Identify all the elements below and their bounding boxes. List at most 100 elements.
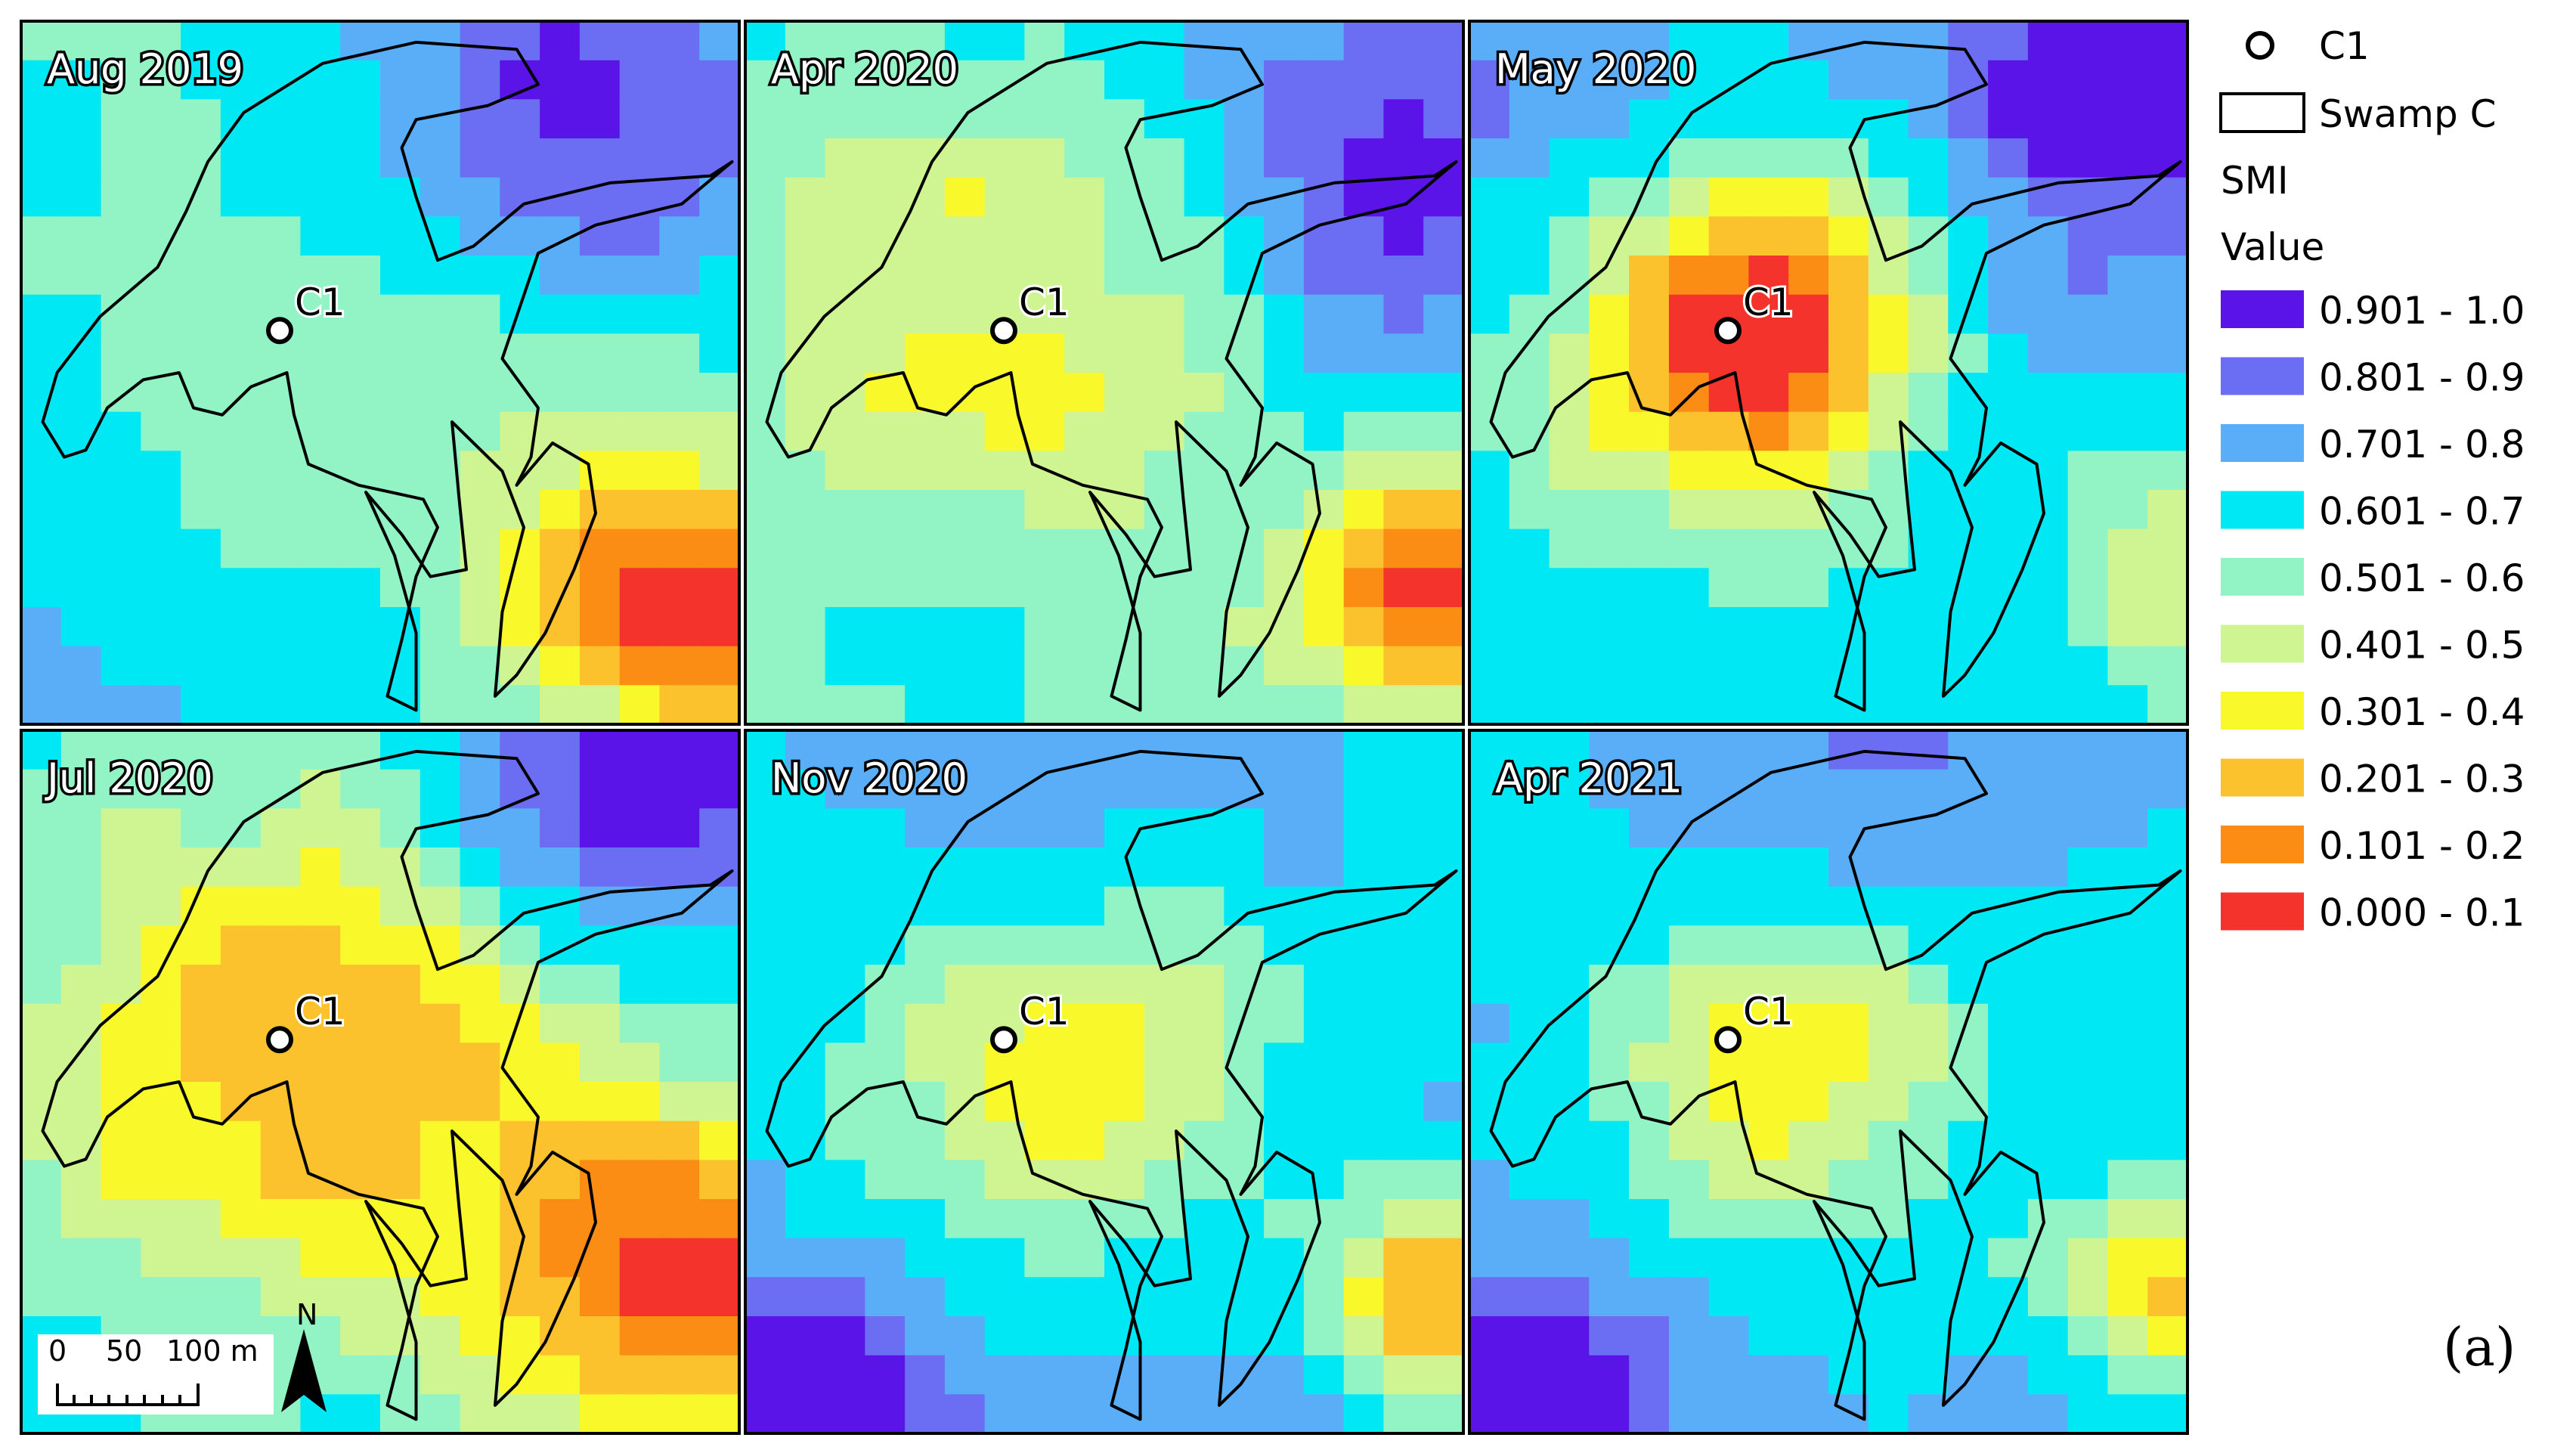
raster-cell (1064, 769, 1105, 809)
raster-cell (1788, 925, 1829, 965)
raster-cell (1509, 1277, 1550, 1317)
raster-cell (1948, 1082, 1989, 1122)
raster-cell (1908, 646, 1949, 686)
raster-cell (1788, 1316, 1829, 1356)
raster-cell (619, 1120, 661, 1160)
raster-cell (1708, 685, 1750, 725)
raster-cell (1708, 925, 1750, 965)
raster-cell (2147, 373, 2188, 413)
raster-cell (2067, 808, 2109, 848)
raster-cell (825, 216, 865, 256)
raster-cell (1629, 646, 1670, 686)
raster-cell (60, 886, 102, 926)
raster-cell (460, 1160, 500, 1200)
raster-cell (2067, 1120, 2109, 1160)
raster-cell (1988, 294, 2029, 334)
raster-cell (500, 925, 540, 965)
raster-cell (1343, 490, 1385, 530)
raster-cell (825, 333, 865, 373)
raster-cell (21, 965, 62, 1005)
raster-cell (1383, 294, 1424, 334)
raster-cell (944, 1355, 986, 1395)
raster-cell (579, 607, 621, 647)
raster-cell (1589, 411, 1630, 451)
raster-cell (745, 451, 786, 491)
raster-cell (1264, 1199, 1305, 1239)
raster-cell (1868, 256, 1909, 296)
raster-cell (1948, 99, 1989, 139)
raster-cell (1024, 21, 1065, 61)
raster-cell (1383, 808, 1424, 848)
raster-cell (699, 769, 740, 809)
raster-cell (2107, 769, 2148, 809)
raster-cell (1104, 685, 1145, 725)
raster-cell (659, 1277, 700, 1317)
raster-cell (984, 1355, 1026, 1395)
raster-cell (1828, 256, 1869, 296)
raster-cell (1224, 294, 1265, 334)
raster-cell (60, 1277, 102, 1317)
raster-cell (21, 411, 62, 451)
raster-cell (1828, 925, 1869, 965)
raster-cell (865, 685, 906, 725)
raster-cell (1184, 886, 1225, 926)
raster-cell (2027, 373, 2069, 413)
raster-cell (1988, 1355, 2029, 1395)
raster-cell (2027, 490, 2069, 530)
raster-cell (21, 730, 62, 770)
raster-cell (1343, 138, 1385, 178)
raster-cell (659, 808, 700, 848)
raster-cell (101, 808, 141, 848)
raster-cell (220, 730, 262, 770)
raster-cell (1668, 1277, 1710, 1317)
raster-cell (1708, 216, 1750, 256)
raster-cell (1343, 925, 1385, 965)
legend: C1 Swamp C SMI Value 0.901 - 1.00.801 - … (2219, 24, 2525, 935)
raster-cell (1589, 808, 1630, 848)
raster-cell (1908, 373, 1949, 413)
raster-cell (1423, 1120, 1464, 1160)
raster-cell (1988, 685, 2029, 725)
raster-cell (1868, 294, 1909, 334)
raster-cell (1303, 1003, 1345, 1043)
raster-cell (1469, 607, 1510, 647)
raster-cell (1589, 1277, 1630, 1317)
raster-cell (1224, 1355, 1265, 1395)
raster-cell (659, 490, 700, 530)
raster-cell (1988, 99, 2029, 139)
raster-cell (619, 1199, 661, 1239)
raster-cell (141, 294, 181, 334)
raster-cell (1303, 1043, 1345, 1083)
raster-cell (984, 847, 1026, 888)
raster-cell (101, 769, 141, 809)
raster-cell (141, 1003, 181, 1043)
raster-cell (1788, 451, 1829, 491)
raster-cell (540, 528, 581, 569)
panel-letter: (a) (2443, 1316, 2516, 1378)
raster-cell (1788, 333, 1829, 373)
point-c1-marker (1714, 1026, 1742, 1054)
raster-cell (340, 411, 381, 451)
raster-cell (1748, 1199, 1789, 1239)
raster-cell (1629, 1238, 1670, 1278)
raster-cell (1423, 216, 1464, 256)
raster-cell (1708, 808, 1750, 848)
raster-cell (699, 1355, 740, 1395)
raster-cell (2027, 1316, 2069, 1356)
raster-cell (1343, 1003, 1385, 1043)
raster-cell (1668, 138, 1710, 178)
legend-class-label: 0.701 - 0.8 (2319, 423, 2525, 466)
raster-cell (460, 769, 500, 809)
raster-cell (500, 1394, 540, 1434)
raster-cell (785, 1199, 826, 1239)
raster-cell (1549, 294, 1590, 334)
raster-cell (1104, 730, 1145, 770)
raster-cell (260, 256, 302, 296)
raster-cell (1383, 1003, 1424, 1043)
panel-frame (20, 20, 741, 726)
raster-cell (420, 925, 461, 965)
panel-frame (744, 729, 1465, 1435)
raster-cell (1708, 568, 1750, 608)
raster-cell (420, 1160, 461, 1200)
raster-cell (785, 60, 826, 100)
